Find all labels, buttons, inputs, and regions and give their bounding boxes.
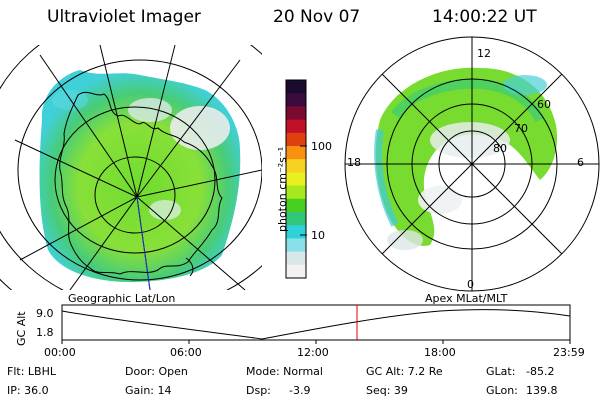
status-gc-alt: GC Alt: 7.2 Re xyxy=(366,365,443,378)
status-seq: Seq: 39 xyxy=(366,384,408,397)
colorbar-segment xyxy=(286,238,306,253)
status-door: Door: Open xyxy=(125,365,188,378)
timeline-xtick-1800: 18:00 xyxy=(424,346,456,359)
geographic-panel-title: Geographic Lat/Lon xyxy=(68,292,176,305)
status-glon-value: 139.8 xyxy=(526,384,558,397)
colorbar-segment xyxy=(286,172,306,187)
timeline-xtick-2359: 23:59 xyxy=(553,346,585,359)
colorbar-tick-10: 10 xyxy=(311,229,325,242)
colorbar-segment xyxy=(286,251,306,266)
status-dsp-value: -3.9 xyxy=(289,384,311,397)
colorbar-tick-100: 100 xyxy=(311,140,332,153)
timeline-ytick-low: 1.8 xyxy=(36,326,54,339)
status-gain: Gain: 14 xyxy=(125,384,172,397)
colorbar-border xyxy=(285,79,307,279)
polar-panel-title: Apex MLat/MLT xyxy=(425,292,508,305)
colorbar-segment xyxy=(286,119,306,134)
timeline-xtick-0000: 00:00 xyxy=(44,346,76,359)
colorbar-segment xyxy=(286,198,306,213)
status-glat-label: GLat: xyxy=(486,365,516,378)
time-label: 14:00:22 UT xyxy=(432,7,537,27)
colorbar-segment xyxy=(286,146,306,160)
mlat-label-80: 80 xyxy=(493,142,507,155)
timeline-ytick-high: 9.0 xyxy=(36,307,54,320)
status-glat-value: -85.2 xyxy=(526,365,555,378)
mlat-label-70: 70 xyxy=(514,122,528,135)
colorbar-segment xyxy=(286,159,306,173)
mlt-label-0: 0 xyxy=(467,278,474,291)
colorbar-segment xyxy=(286,132,306,147)
timeline-axis-label: GC Alt xyxy=(15,311,28,346)
colorbar-segment xyxy=(286,93,306,107)
mlt-label-6: 6 xyxy=(577,156,584,169)
colorbar-segment xyxy=(286,106,306,121)
mlat-label-60: 60 xyxy=(537,98,551,111)
status-dsp-label: Dsp: xyxy=(246,384,271,397)
timeline-xtick-0600: 06:00 xyxy=(170,346,202,359)
mlt-label-12: 12 xyxy=(477,47,491,60)
status-ip: IP: 36.0 xyxy=(7,384,49,397)
timeline-xtick-1200: 12:00 xyxy=(297,346,329,359)
colorbar-segment xyxy=(286,264,306,279)
status-filter: Flt: LBHL xyxy=(7,365,56,378)
instrument-title: Ultraviolet Imager xyxy=(47,7,201,27)
status-mode: Mode: Normal xyxy=(246,365,323,378)
date-label: 20 Nov 07 xyxy=(273,7,361,27)
status-glon-label: GLon: xyxy=(486,384,518,397)
colorbar-segment xyxy=(286,212,306,226)
mlt-label-18: 18 xyxy=(347,156,361,169)
colorbar-segment xyxy=(286,80,306,94)
colorbar-segment xyxy=(286,185,306,200)
colorbar-segment xyxy=(286,225,306,239)
